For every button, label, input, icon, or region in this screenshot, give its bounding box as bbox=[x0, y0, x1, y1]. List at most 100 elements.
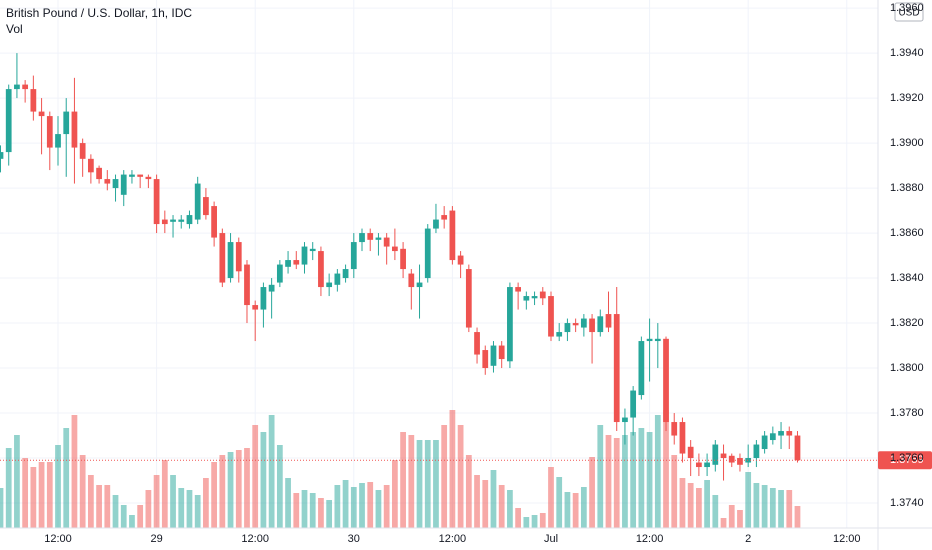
candle-body bbox=[696, 462, 702, 468]
volume-bar bbox=[580, 487, 587, 528]
candle-body bbox=[244, 264, 250, 306]
volume-bar bbox=[350, 487, 357, 528]
volume-bar bbox=[728, 505, 735, 528]
volume-bar bbox=[515, 508, 521, 528]
candle-body bbox=[22, 84, 29, 90]
candle-body bbox=[490, 345, 497, 366]
candle-body bbox=[679, 422, 686, 454]
candle-body bbox=[786, 431, 793, 436]
x-tick-label: 29 bbox=[150, 533, 162, 545]
candle-body bbox=[622, 417, 628, 423]
volume-bar bbox=[507, 490, 513, 528]
volume-bar bbox=[46, 462, 53, 528]
candle-body bbox=[87, 158, 94, 173]
volume-bar bbox=[482, 480, 489, 528]
candle-body bbox=[309, 248, 316, 252]
candle-body bbox=[235, 242, 242, 272]
candle-body bbox=[589, 318, 595, 333]
volume-bar bbox=[433, 440, 439, 528]
volume-bar bbox=[572, 493, 579, 528]
volume-bar bbox=[359, 483, 365, 528]
volume-bar bbox=[761, 485, 768, 528]
volume-bar bbox=[424, 440, 431, 528]
last-price-label: 1.3759 bbox=[890, 454, 924, 466]
candle-body bbox=[769, 433, 776, 441]
candle-body bbox=[318, 251, 324, 288]
candle-body bbox=[778, 431, 784, 436]
volume-bar bbox=[170, 475, 176, 528]
volume-bar bbox=[564, 492, 571, 528]
volume-bar bbox=[178, 488, 185, 528]
candle-body bbox=[654, 338, 661, 342]
volume-bar bbox=[704, 480, 710, 528]
candle-body bbox=[268, 284, 275, 292]
volume-bar bbox=[416, 440, 423, 528]
candle-body bbox=[745, 458, 752, 463]
volume-bar bbox=[55, 445, 61, 528]
volume-bar bbox=[38, 462, 45, 528]
candle-body bbox=[580, 318, 587, 328]
candle-body bbox=[14, 84, 20, 90]
y-tick-label: 1.3780 bbox=[890, 407, 924, 419]
candle-body bbox=[120, 174, 127, 195]
volume-bar bbox=[334, 485, 341, 528]
currency: USD bbox=[898, 8, 919, 19]
candle-body bbox=[104, 179, 111, 184]
volume-bar bbox=[153, 475, 160, 528]
volume-bar bbox=[301, 490, 308, 528]
volume-bar bbox=[235, 450, 242, 528]
y-tick-label: 1.3820 bbox=[890, 317, 924, 329]
x-tick-label: 2 bbox=[745, 533, 751, 545]
volume-bar bbox=[597, 425, 604, 528]
volume-bar bbox=[252, 425, 259, 528]
volume-bar bbox=[112, 495, 119, 528]
candle-body bbox=[712, 444, 719, 465]
candle-body bbox=[350, 242, 357, 270]
volume-bar bbox=[671, 455, 678, 528]
x-tick-label: 30 bbox=[348, 533, 360, 545]
candle-body bbox=[293, 260, 300, 265]
currency-box[interactable] bbox=[894, 2, 924, 22]
volume-bar bbox=[778, 490, 784, 528]
x-tick-label: 12:00 bbox=[636, 533, 664, 545]
volume-bar bbox=[531, 515, 538, 528]
candle-body bbox=[720, 453, 727, 459]
volume-bar bbox=[203, 478, 209, 528]
candle-body bbox=[663, 338, 669, 423]
volume-bar bbox=[293, 493, 300, 528]
volume-bar bbox=[457, 425, 464, 528]
candle-body bbox=[71, 111, 78, 148]
candle-body bbox=[260, 287, 267, 310]
candle-body bbox=[63, 111, 70, 135]
candle-body bbox=[342, 269, 349, 279]
volume-bar bbox=[22, 458, 29, 528]
volume-bar bbox=[737, 510, 743, 528]
candle-body bbox=[704, 462, 710, 468]
volume-bar bbox=[745, 472, 752, 528]
volume-bar bbox=[498, 485, 505, 528]
y-tick-label: 1.3740 bbox=[890, 497, 924, 509]
volume-bar bbox=[605, 435, 612, 528]
volume-bar bbox=[622, 435, 628, 528]
volume-bar bbox=[104, 485, 111, 528]
candle-body bbox=[301, 246, 308, 265]
volume-bar bbox=[696, 488, 702, 528]
volume-bar bbox=[186, 490, 193, 528]
candle-body bbox=[400, 248, 406, 270]
candle-body bbox=[96, 167, 102, 180]
volume-bar bbox=[753, 483, 760, 528]
candle-body bbox=[178, 219, 185, 222]
candle-body bbox=[482, 350, 489, 369]
candle-body bbox=[433, 219, 439, 229]
x-tick-label: 12:00 bbox=[833, 533, 861, 545]
candle-body bbox=[55, 134, 61, 148]
candle-body bbox=[646, 338, 653, 342]
volume-bar bbox=[556, 477, 563, 528]
x-tick-label: Jul bbox=[544, 533, 558, 545]
y-tick-label: 1.3920 bbox=[890, 92, 924, 104]
candle-body bbox=[375, 237, 382, 240]
volume-bar bbox=[679, 478, 686, 528]
candle-body bbox=[153, 179, 160, 225]
volume-bar bbox=[161, 460, 168, 528]
candle-body bbox=[137, 174, 144, 177]
